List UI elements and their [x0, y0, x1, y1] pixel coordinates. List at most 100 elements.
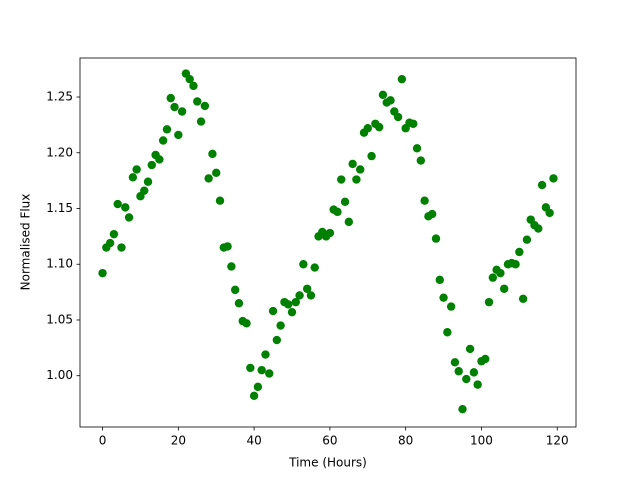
point — [257, 365, 266, 375]
point — [333, 207, 342, 217]
point — [367, 151, 376, 161]
point — [549, 174, 558, 183]
point — [140, 186, 149, 195]
point — [458, 404, 467, 414]
point — [484, 297, 494, 307]
y-tick-label: 1.05 — [46, 312, 73, 326]
point — [291, 297, 300, 307]
x-tick-label: 60 — [322, 434, 337, 448]
point — [295, 291, 304, 300]
point — [113, 199, 122, 209]
y-tick-label: 1.00 — [46, 368, 73, 382]
point — [302, 284, 312, 293]
point — [185, 74, 194, 84]
point — [128, 173, 138, 182]
point — [443, 328, 452, 337]
point — [537, 180, 547, 190]
point — [454, 367, 463, 376]
point — [287, 307, 297, 317]
point — [409, 119, 418, 128]
point — [462, 374, 471, 384]
point — [132, 165, 141, 174]
point — [193, 97, 202, 106]
point — [306, 291, 316, 300]
point — [200, 101, 210, 111]
point — [393, 112, 403, 122]
point — [174, 130, 183, 140]
point — [465, 344, 475, 354]
point — [166, 93, 175, 103]
plot-frame — [79, 57, 577, 428]
point — [158, 136, 168, 145]
point — [265, 369, 274, 378]
point — [356, 165, 365, 174]
point — [545, 208, 554, 218]
point — [223, 242, 232, 251]
point — [446, 302, 456, 311]
point — [416, 156, 426, 165]
point — [340, 197, 350, 207]
point — [352, 175, 361, 184]
point — [230, 285, 240, 295]
point — [162, 125, 172, 134]
point — [363, 124, 372, 133]
point — [177, 107, 187, 116]
point — [212, 168, 221, 178]
y-tick-label: 1.15 — [46, 201, 73, 215]
point — [268, 306, 278, 316]
point — [196, 117, 206, 126]
point — [189, 81, 198, 91]
x-tick-label: 120 — [546, 434, 569, 448]
point — [378, 90, 388, 99]
point — [374, 122, 384, 132]
point — [481, 354, 490, 364]
point — [117, 243, 126, 252]
point — [284, 300, 293, 309]
y-axis-label: Normalised Flux — [19, 194, 33, 291]
point — [344, 217, 354, 227]
point — [105, 238, 115, 248]
point — [310, 263, 319, 272]
point — [386, 96, 395, 105]
x-tick-label: 20 — [171, 434, 186, 448]
point — [242, 319, 251, 328]
point — [473, 380, 482, 389]
point — [511, 260, 520, 269]
point — [431, 234, 441, 243]
point — [234, 299, 244, 308]
point — [534, 224, 543, 233]
point — [428, 209, 437, 219]
point — [518, 294, 528, 303]
point — [337, 175, 346, 184]
point — [515, 247, 524, 257]
point — [261, 350, 270, 359]
point — [170, 102, 179, 112]
point — [124, 213, 134, 222]
point — [253, 382, 263, 392]
point — [215, 196, 225, 205]
point — [488, 273, 498, 282]
point — [147, 160, 157, 170]
point — [397, 74, 407, 84]
point — [249, 391, 259, 400]
x-tick-label: 0 — [99, 434, 107, 448]
y-tick-label: 1.10 — [46, 257, 73, 271]
point — [450, 358, 460, 367]
point — [98, 268, 107, 278]
point — [299, 260, 308, 269]
x-tick-label: 40 — [246, 434, 261, 448]
point — [496, 268, 505, 278]
x-axis-label: Time (Hours) — [288, 456, 367, 470]
y-tick-label: 1.25 — [46, 90, 73, 104]
y-tick-label: 1.20 — [46, 145, 73, 159]
point — [109, 229, 119, 239]
point — [522, 235, 532, 244]
point — [246, 363, 255, 373]
point — [412, 144, 422, 153]
point — [272, 335, 282, 345]
point — [208, 149, 217, 159]
point — [204, 174, 213, 183]
x-tick-label: 80 — [398, 434, 413, 448]
point — [155, 155, 164, 164]
